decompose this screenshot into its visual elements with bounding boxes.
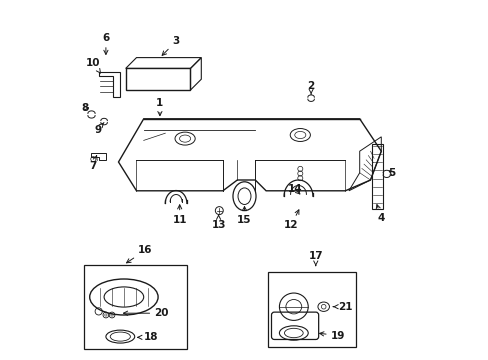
Text: 7: 7 bbox=[89, 156, 97, 171]
Text: 20: 20 bbox=[123, 308, 169, 318]
Text: 12: 12 bbox=[284, 210, 298, 230]
Text: 13: 13 bbox=[211, 215, 225, 230]
Text: 4: 4 bbox=[375, 204, 384, 223]
Text: 15: 15 bbox=[237, 207, 251, 225]
Text: 6: 6 bbox=[102, 33, 109, 54]
Text: 17: 17 bbox=[308, 251, 323, 266]
Text: 14: 14 bbox=[287, 184, 302, 194]
Text: 2: 2 bbox=[307, 81, 314, 94]
Text: 10: 10 bbox=[86, 58, 101, 73]
Text: 9: 9 bbox=[94, 122, 104, 135]
Bar bbox=[267, 272, 355, 347]
Text: 11: 11 bbox=[172, 205, 186, 225]
Text: 16: 16 bbox=[126, 245, 152, 263]
Text: 5: 5 bbox=[387, 168, 395, 178]
Bar bbox=[371, 144, 382, 209]
Text: 18: 18 bbox=[138, 332, 158, 342]
Text: 21: 21 bbox=[332, 302, 352, 312]
Text: 1: 1 bbox=[156, 98, 163, 116]
Text: 19: 19 bbox=[319, 330, 345, 341]
Text: 8: 8 bbox=[81, 103, 89, 113]
Bar bbox=[84, 265, 186, 349]
Text: 3: 3 bbox=[162, 36, 180, 55]
